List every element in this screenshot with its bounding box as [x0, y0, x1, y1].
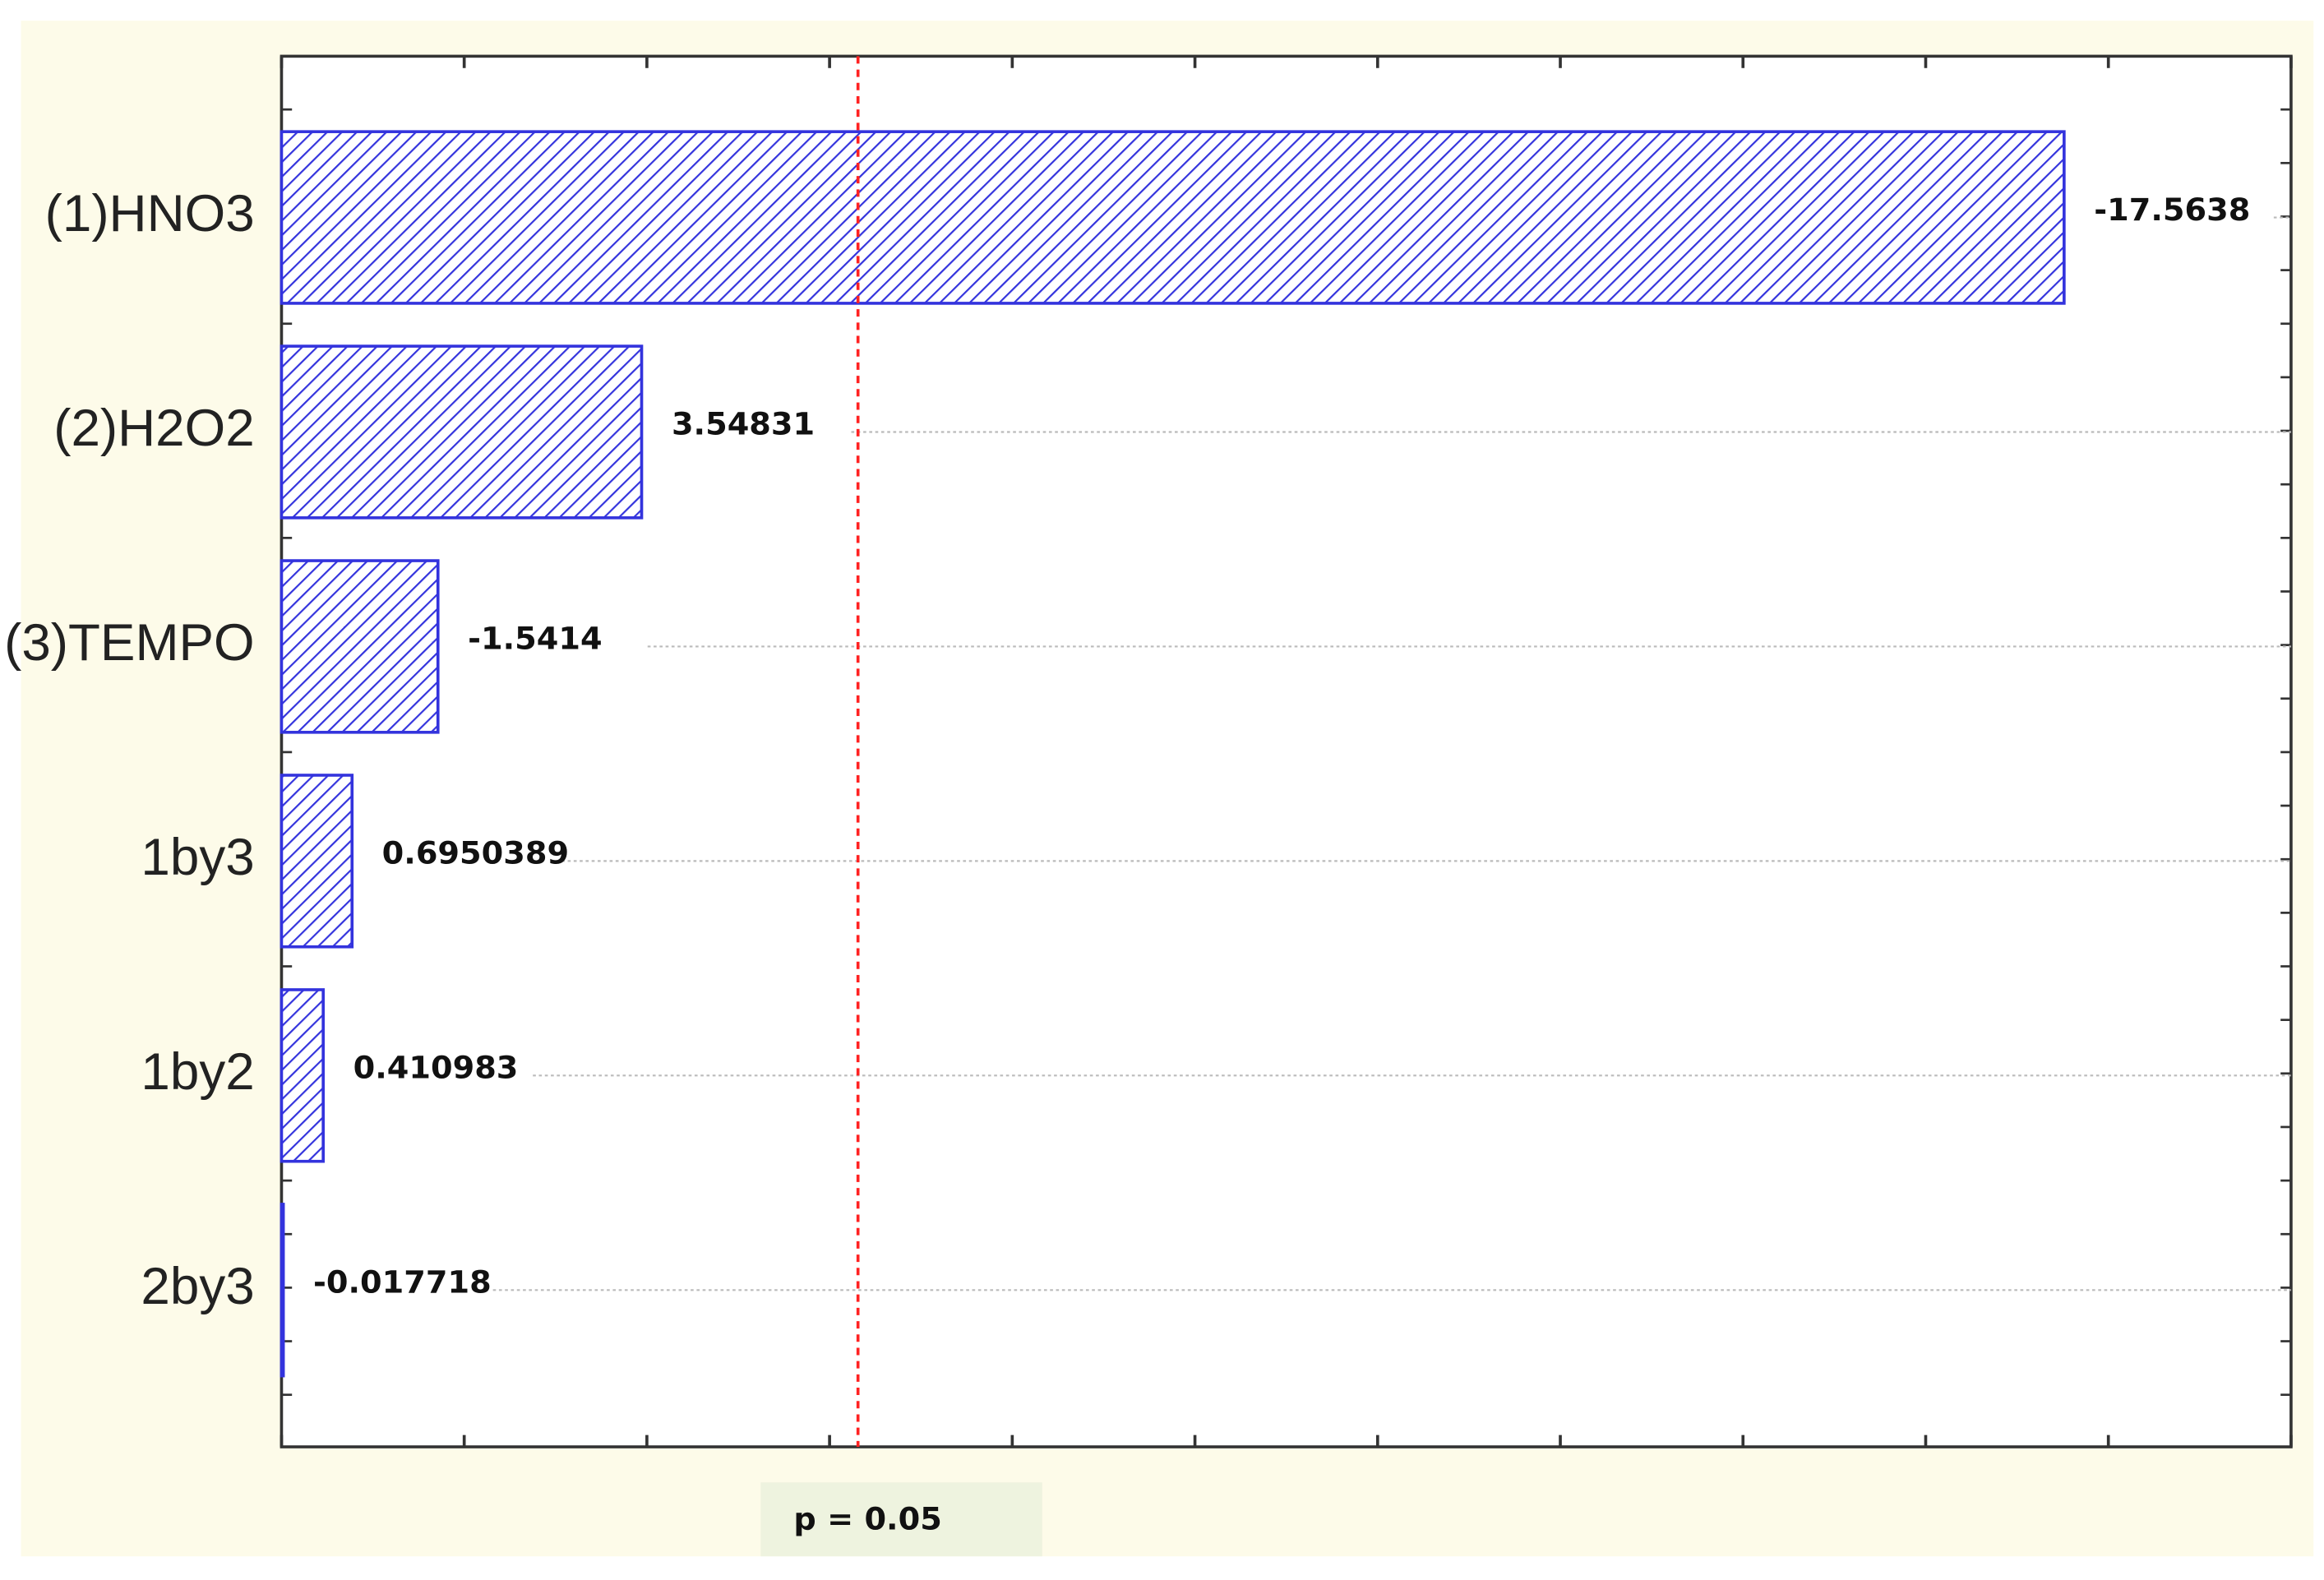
y-tick-label: 2by3 — [141, 1258, 254, 1315]
value-label: -1.5414 — [468, 621, 602, 657]
y-tick-label: 1by2 — [141, 1043, 254, 1101]
bar — [280, 559, 440, 734]
value-label: 0.410983 — [353, 1050, 519, 1086]
bar — [280, 130, 2066, 305]
value-label: -17.5638 — [2094, 192, 2250, 228]
y-tick-label: (2)H2O2 — [53, 400, 254, 457]
reference-label-box — [760, 1482, 1042, 1557]
y-tick-label: 1by3 — [141, 829, 254, 886]
value-label: 0.6950389 — [382, 835, 569, 871]
bar — [280, 988, 326, 1163]
value-label: -0.017718 — [313, 1264, 492, 1300]
bar — [280, 774, 354, 949]
y-tick-label: (3)TEMPO — [4, 614, 255, 672]
bar — [280, 344, 644, 520]
reference-label: p = 0.05 — [793, 1501, 941, 1537]
value-label: 3.54831 — [672, 406, 815, 442]
bar — [280, 1203, 285, 1378]
y-tick-label: (1)HNO3 — [45, 186, 255, 243]
